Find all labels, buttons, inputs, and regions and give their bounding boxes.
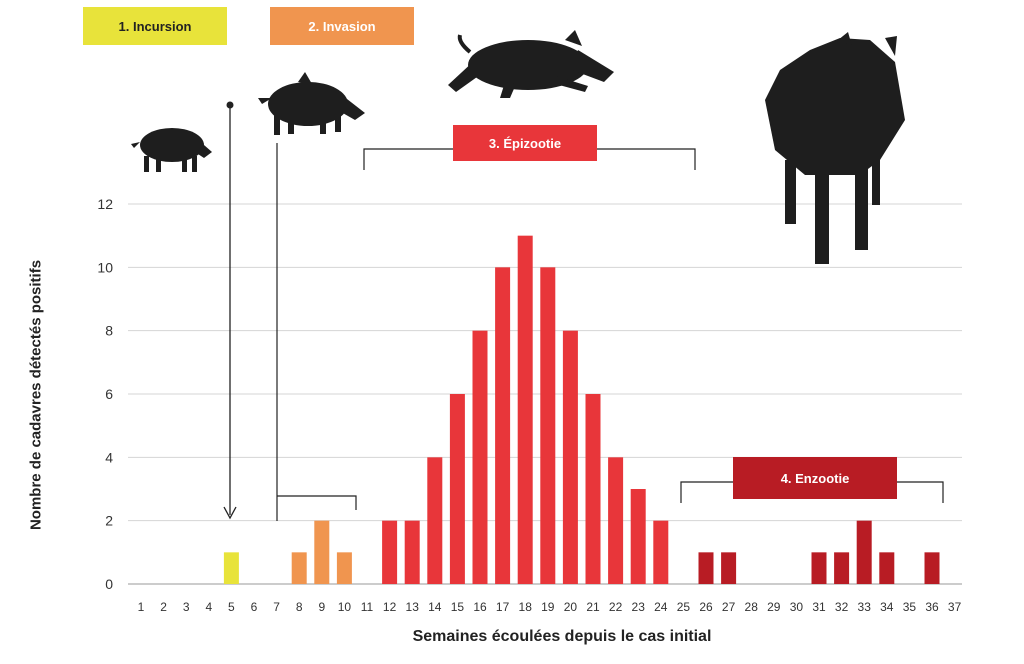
wild-boar-young-icon [258,72,365,135]
bar [608,457,624,584]
bar [517,235,533,584]
x-tick-label: 24 [654,600,668,614]
phase-label-incursion: 1. Incursion [83,7,227,45]
phase-label-invasion: 2. Invasion [270,7,414,45]
incursion-arrow-head [223,506,237,520]
bar [924,552,940,584]
wild-boar-piglet-icon [131,128,212,172]
x-tick-label: 35 [903,600,917,614]
bar [336,552,352,584]
x-tick-label: 8 [296,600,303,614]
bar [653,520,669,584]
x-tick-label: 3 [183,600,190,614]
bar [562,330,578,584]
bar [382,520,398,584]
x-tick-label: 5 [228,600,235,614]
x-tick-label: 14 [428,600,442,614]
x-tick-label: 34 [880,600,894,614]
x-tick-label: 6 [251,600,258,614]
y-tick-label: 8 [105,323,113,339]
x-tick-label: 36 [925,600,939,614]
invasion-bracket [276,143,357,521]
x-tick-label: 22 [609,600,623,614]
x-tick-label: 31 [812,600,826,614]
x-tick-label: 16 [473,600,487,614]
x-tick-label: 29 [767,600,781,614]
bar [811,552,827,584]
y-tick-label: 6 [105,386,113,402]
bar [495,267,511,584]
x-tick-label: 11 [361,600,374,614]
x-tick-label: 15 [451,600,465,614]
bar [834,552,850,584]
bar [698,552,714,584]
bar [472,330,488,584]
wild-boar-adult-icon [765,32,905,264]
incursion-arrow-dot [226,101,234,109]
y-tick-label: 4 [105,449,113,465]
x-tick-label: 23 [632,600,646,614]
x-tick-label: 4 [205,600,212,614]
bar [856,520,872,584]
bar [721,552,737,584]
x-tick-label: 30 [790,600,804,614]
phase-label-epizootie: 3. Épizootie [453,125,597,161]
x-tick-label: 13 [406,600,420,614]
boar-silhouettes [131,30,905,264]
x-axis-title: Semaines écoulées depuis le cas initial [412,628,712,645]
bar [879,552,895,584]
x-tick-label: 27 [722,600,736,614]
x-tick-label: 26 [699,600,713,614]
y-tick-label: 0 [105,576,113,592]
y-tick-label: 12 [97,196,113,212]
x-tick-label: 9 [318,600,325,614]
phase-label-enzootie: 4. Enzootie [733,457,897,499]
x-tick-label: 2 [160,600,167,614]
bars [223,235,940,584]
x-tick-label: 19 [541,600,555,614]
bar [404,520,420,584]
x-tick-label: 33 [858,600,872,614]
y-tick-label: 2 [105,513,113,529]
bar [449,394,465,584]
x-tick-label: 28 [745,600,759,614]
x-tick-label: 18 [519,600,533,614]
y-axis-title-text: Nombre de cadavres détectés positifs [27,259,45,531]
bar [291,552,307,584]
bar [223,552,239,584]
wild-boar-running-icon [448,30,614,98]
x-tick-label: 21 [586,600,600,614]
x-tick-label: 20 [564,600,578,614]
x-tick-label: 7 [273,600,280,614]
bar [585,394,601,584]
y-tick-label: 10 [97,259,113,275]
x-tick-label: 10 [338,600,352,614]
x-tick-label: 32 [835,600,849,614]
x-tick-label: 1 [138,600,145,614]
bar [540,267,556,584]
x-tick-label: 17 [496,600,510,614]
x-tick-label: 25 [677,600,691,614]
bar [427,457,443,584]
x-tick-label: 37 [948,600,962,614]
x-tick-label: 12 [383,600,397,614]
bar [314,520,330,584]
bar [630,489,646,584]
